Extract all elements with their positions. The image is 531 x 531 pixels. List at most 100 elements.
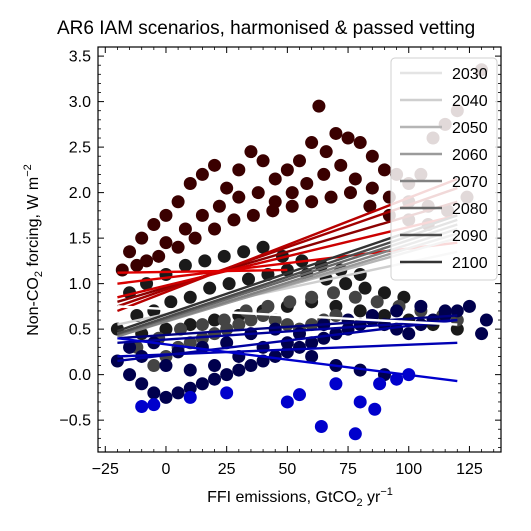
scatter-point (195, 318, 209, 332)
scatter-point (195, 208, 209, 222)
scatter-point (348, 290, 362, 304)
scatter-point (208, 327, 222, 341)
scatter-point (329, 126, 343, 140)
scatter-point (178, 222, 192, 236)
scatter-point (220, 386, 234, 400)
scatter-point (368, 402, 382, 416)
scatter-point (312, 99, 326, 113)
scatter-point (208, 359, 222, 373)
scatter-point (358, 281, 372, 295)
scatter-point (363, 199, 377, 213)
scatter-point (159, 359, 173, 373)
scatter-point (232, 318, 246, 332)
scatter-point (438, 304, 452, 318)
scatter-point (135, 231, 149, 245)
scatter-point (293, 340, 306, 354)
legend-label: 2040 (452, 93, 488, 110)
scatter-point (377, 308, 391, 322)
scatter-point (348, 172, 362, 186)
scatter-point (329, 308, 343, 322)
legend-label: 2080 (452, 201, 488, 218)
scatter-point (195, 167, 209, 181)
plot-area (110, 63, 493, 441)
scatter-point (220, 336, 234, 350)
scatter-point (237, 245, 251, 259)
scatter-point (365, 181, 379, 195)
y-axis-label-superscript: −2 (22, 164, 34, 177)
scatter-point (326, 286, 340, 300)
scatter-point (390, 372, 404, 386)
scatter-point (232, 363, 246, 377)
scatter-point (183, 318, 197, 332)
scatter-point (305, 290, 319, 304)
scatter-point (123, 245, 137, 259)
scatter-point (373, 377, 387, 391)
scatter-point (285, 186, 299, 200)
x-tick-label: 25 (218, 461, 236, 478)
scatter-point (251, 186, 265, 200)
scatter-point (341, 131, 355, 145)
scatter-point (242, 272, 256, 286)
y-axis-label-subscript: 2 (33, 271, 45, 277)
y-tick-label: 1.5 (69, 231, 91, 248)
scatter-point (232, 190, 246, 204)
scatter-point (178, 258, 192, 272)
y-tick-label: 0.5 (69, 322, 91, 339)
scatter-point (246, 208, 260, 222)
y-tick-label: −0.5 (59, 413, 91, 430)
scatter-point (220, 181, 234, 195)
scatter-point (329, 377, 343, 391)
scatter-point (183, 363, 197, 377)
scatter-point (217, 249, 231, 263)
scatter-point (365, 149, 379, 163)
y-tick-label: 0.0 (69, 367, 91, 384)
x-tick-label: 50 (278, 461, 296, 478)
scatter-point (353, 304, 367, 318)
scatter-point (208, 372, 222, 386)
scatter-point (130, 258, 144, 272)
x-tick-label: 100 (395, 461, 422, 478)
scatter-point (283, 295, 297, 309)
scatter-point (183, 177, 197, 191)
scatter-point (329, 299, 343, 313)
x-axis-label: FFI emissions, GtCO2 yr−1 (207, 486, 393, 509)
legend-label: 2030 (452, 66, 488, 83)
scatter-point (305, 349, 319, 363)
scatter-point (334, 158, 348, 172)
x-tick-label: 125 (456, 461, 483, 478)
scatter-point (152, 249, 166, 263)
scatter-point (317, 167, 331, 181)
scatter-point (256, 154, 270, 168)
scatter-point (280, 336, 294, 350)
scatter-point (353, 363, 367, 377)
x-axis-ticks: −25 0 25 50 75 100 125 (92, 47, 495, 478)
legend-label: 2050 (452, 120, 488, 137)
scatter-point (159, 390, 173, 404)
scatter-point (300, 177, 314, 191)
x-axis-label-text: FFI emissions, GtCO (207, 489, 356, 506)
scatter-point (353, 395, 367, 409)
scatter-point (183, 290, 197, 304)
scatter-point (475, 327, 489, 341)
scatter-point (261, 299, 275, 313)
x-axis-label-superscript: −1 (380, 486, 393, 498)
scatter-point (450, 304, 464, 318)
scatter-point (203, 281, 217, 295)
scatter-point (198, 254, 212, 268)
scatter-point (183, 381, 197, 395)
y-tick-label: 3.0 (69, 94, 91, 111)
scatter-point (390, 304, 404, 318)
scatter-point (280, 318, 294, 332)
scatter-point (227, 213, 241, 227)
scatter-point (174, 322, 188, 336)
legend: 2030 2040 2050 2060 2070 2080 2090 2100 (390, 57, 498, 281)
legend-label: 2090 (452, 228, 488, 245)
scatter-point (183, 390, 197, 404)
scatter-point (462, 299, 476, 313)
series-line-2030 (117, 305, 458, 326)
scatter-point (319, 145, 333, 159)
scatter-point (377, 163, 391, 177)
scatter-point (171, 386, 185, 400)
scatter-point (208, 313, 222, 327)
scatter-point (208, 222, 222, 236)
